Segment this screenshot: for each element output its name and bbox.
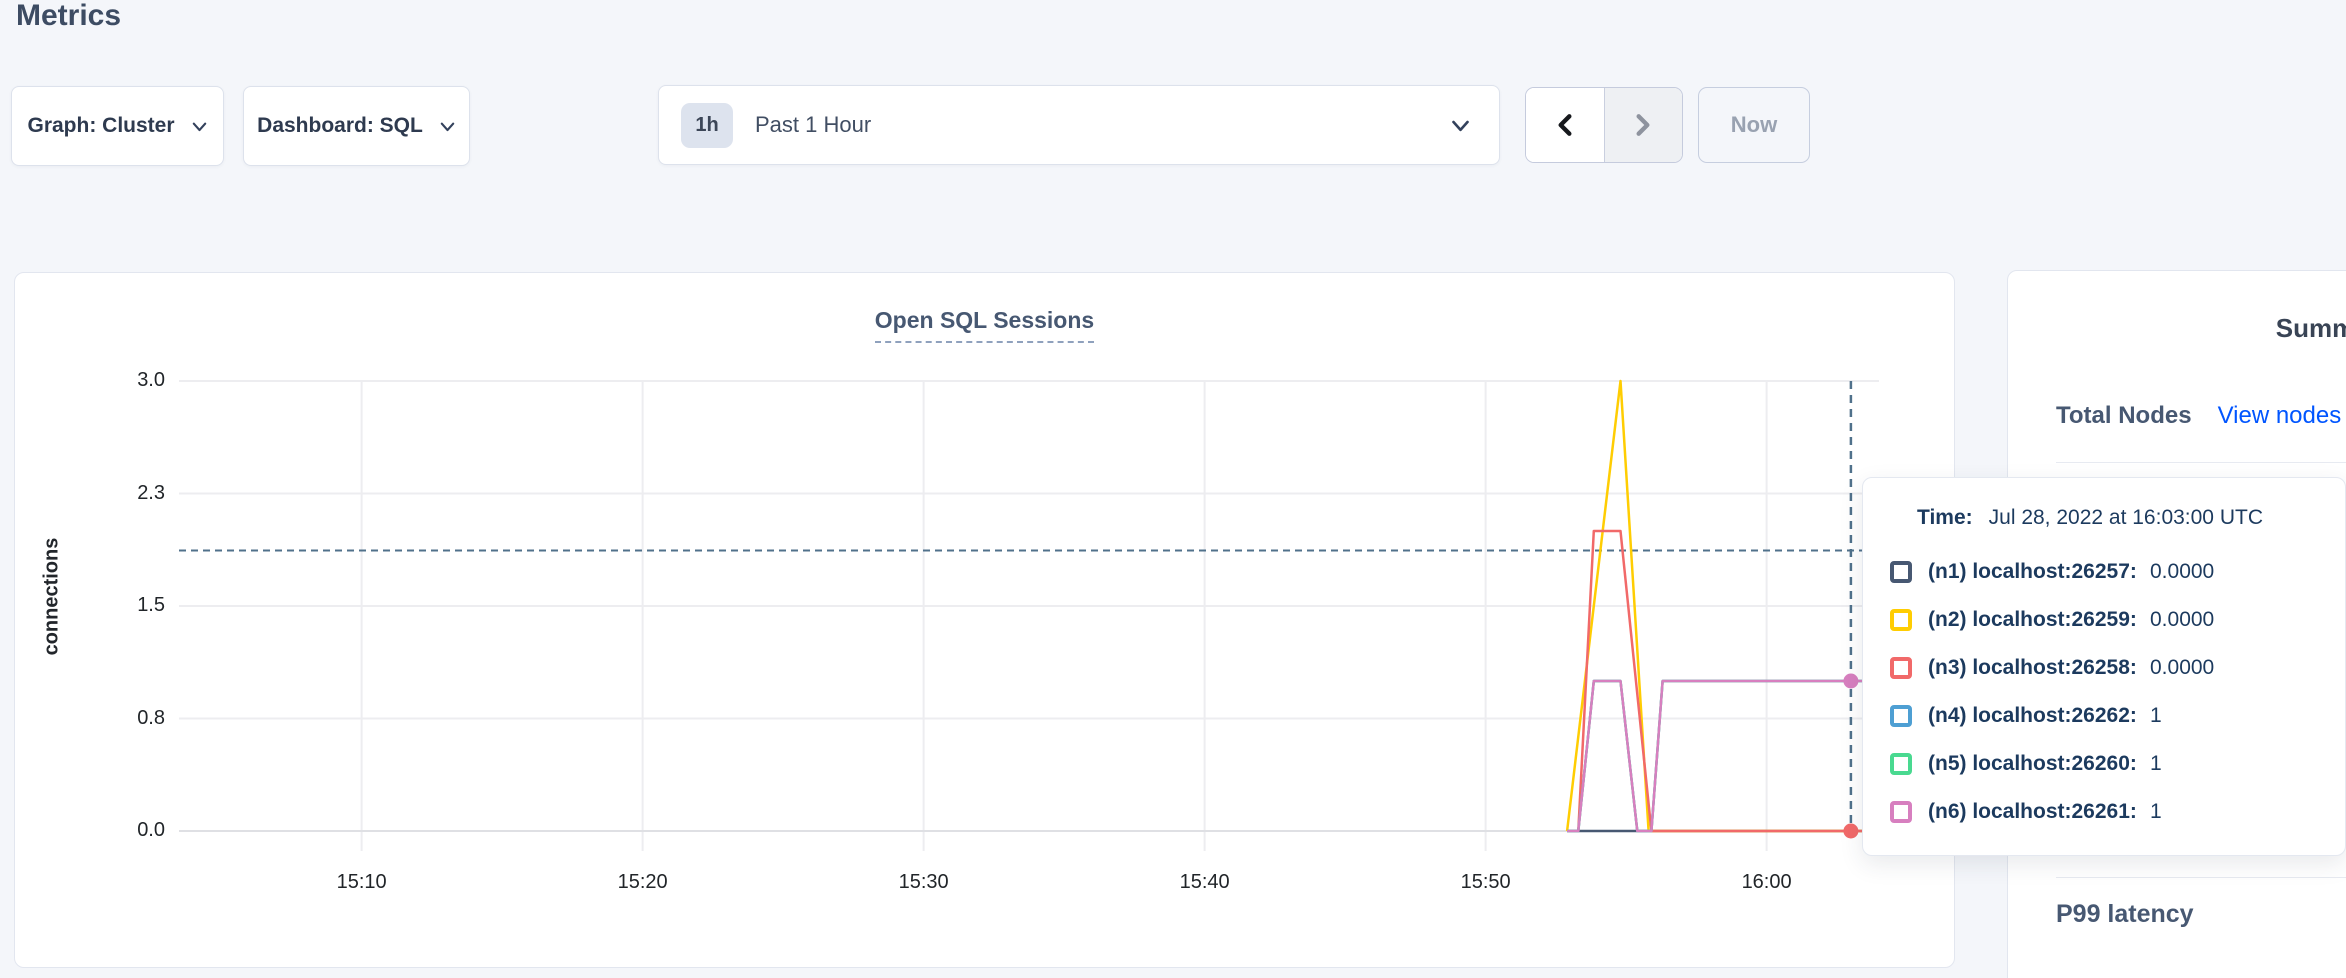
x-tick-label: 15:30 [898,871,949,893]
tooltip-row: (n6) localhost:26261: 1 [1863,788,2345,836]
y-tick-label: 2.3 [137,481,165,504]
line-chart[interactable] [15,273,1954,967]
time-range-select[interactable]: 1h Past 1 Hour [658,85,1500,165]
tooltip-row: (n3) localhost:26258: 0.0000 [1863,644,2345,692]
view-nodes-link[interactable]: View nodes [2217,402,2342,429]
series-name: (n3) localhost:26258: [1928,656,2137,679]
chevron-down-icon [1452,120,1469,131]
tooltip-row: (n5) localhost:26260: 1 [1863,740,2345,788]
series-name: (n5) localhost:26260: [1928,752,2137,775]
p99-latency-heading: P99 latency [2056,900,2194,928]
chart-title[interactable]: Open SQL Sessions [874,307,1095,343]
summary-heading: Summary [2275,313,2346,343]
series-line-n3 [1577,529,1865,833]
series-value: 0.0000 [2150,608,2215,631]
time-back-button[interactable] [1526,88,1605,162]
x-tick-label: 16:00 [1741,871,1792,893]
series-swatch-icon [1890,705,1912,727]
chevron-down-icon [192,122,206,131]
dashboard-dropdown-label: Dashboard: SQL [257,114,423,137]
y-tick-label: 0.8 [137,706,165,729]
series-name: (n1) localhost:26257: [1928,560,2137,583]
total-nodes-label: Total Nodes [2056,402,2192,429]
chevron-down-icon [440,122,455,131]
series-value: 0.0000 [2150,656,2215,679]
tooltip-time-row: Time: Jul 28, 2022 at 16:03:00 UTC [1917,506,2345,530]
graph-scope-dropdown[interactable]: Graph: Cluster [11,86,224,166]
series-swatch-icon [1890,561,1912,583]
series-swatch-icon [1890,801,1912,823]
hover-dot [1843,673,1859,689]
open-sql-sessions-chart-card: Open SQL Sessions connections 0.0 0.8 1.5 2… [14,272,1955,968]
time-range-badge: 1h [681,102,733,148]
divider [2056,462,2346,463]
series-swatch-icon [1890,657,1912,679]
series-line-n6 [1567,679,1865,833]
divider [2056,877,2346,878]
time-range-label: Past 1 Hour [755,112,872,137]
series-value: 1 [2150,800,2162,823]
total-nodes-row: Total Nodes View nodes [2056,402,2341,430]
dashboard-dropdown[interactable]: Dashboard: SQL [243,86,470,166]
series-value: 1 [2150,752,2162,775]
series-name: (n6) localhost:26261: [1928,800,2137,823]
hover-dot [1843,823,1859,839]
series-name: (n4) localhost:26262: [1928,704,2137,727]
tooltip-row: (n2) localhost:26259: 0.0000 [1863,596,2345,644]
tooltip-row: (n1) localhost:26257: 0.0000 [1863,548,2345,596]
x-tick-label: 15:50 [1460,871,1511,893]
tooltip-time-label: Time: [1917,506,1973,529]
series-line-n5 [1567,679,1865,833]
now-button[interactable]: Now [1698,87,1810,163]
series-value: 1 [2150,704,2162,727]
y-tick-label: 1.5 [137,594,165,616]
graph-scope-dropdown-label: Graph: Cluster [27,114,175,137]
y-tick-label: 3.0 [137,369,165,391]
series-line-n4 [1567,679,1865,833]
chart-title-row: Open SQL Sessions [15,307,1954,343]
chevron-left-icon [1558,114,1572,136]
chart-hover-tooltip: Time: Jul 28, 2022 at 16:03:00 UTC (n1) l… [1862,477,2346,856]
time-pager [1525,87,1683,163]
time-forward-button[interactable] [1604,88,1682,162]
x-tick-label: 15:40 [1179,871,1230,893]
series-value: 0.0000 [2150,560,2215,583]
x-tick-label: 15:10 [336,871,387,893]
series-swatch-icon [1890,609,1912,631]
y-tick-label: 0.0 [137,819,165,841]
tooltip-time-value: Jul 28, 2022 at 16:03:00 UTC [1988,506,2263,529]
page-title: Metrics [16,0,122,32]
series-swatch-icon [1890,753,1912,775]
chevron-right-icon [1636,114,1650,136]
tooltip-series-rows: (n1) localhost:26257: 0.0000 (n2) localhos… [1863,548,2345,836]
series-name: (n2) localhost:26259: [1928,608,2137,631]
x-tick-label: 15:20 [617,871,668,893]
tooltip-row: (n4) localhost:26262: 1 [1863,692,2345,740]
